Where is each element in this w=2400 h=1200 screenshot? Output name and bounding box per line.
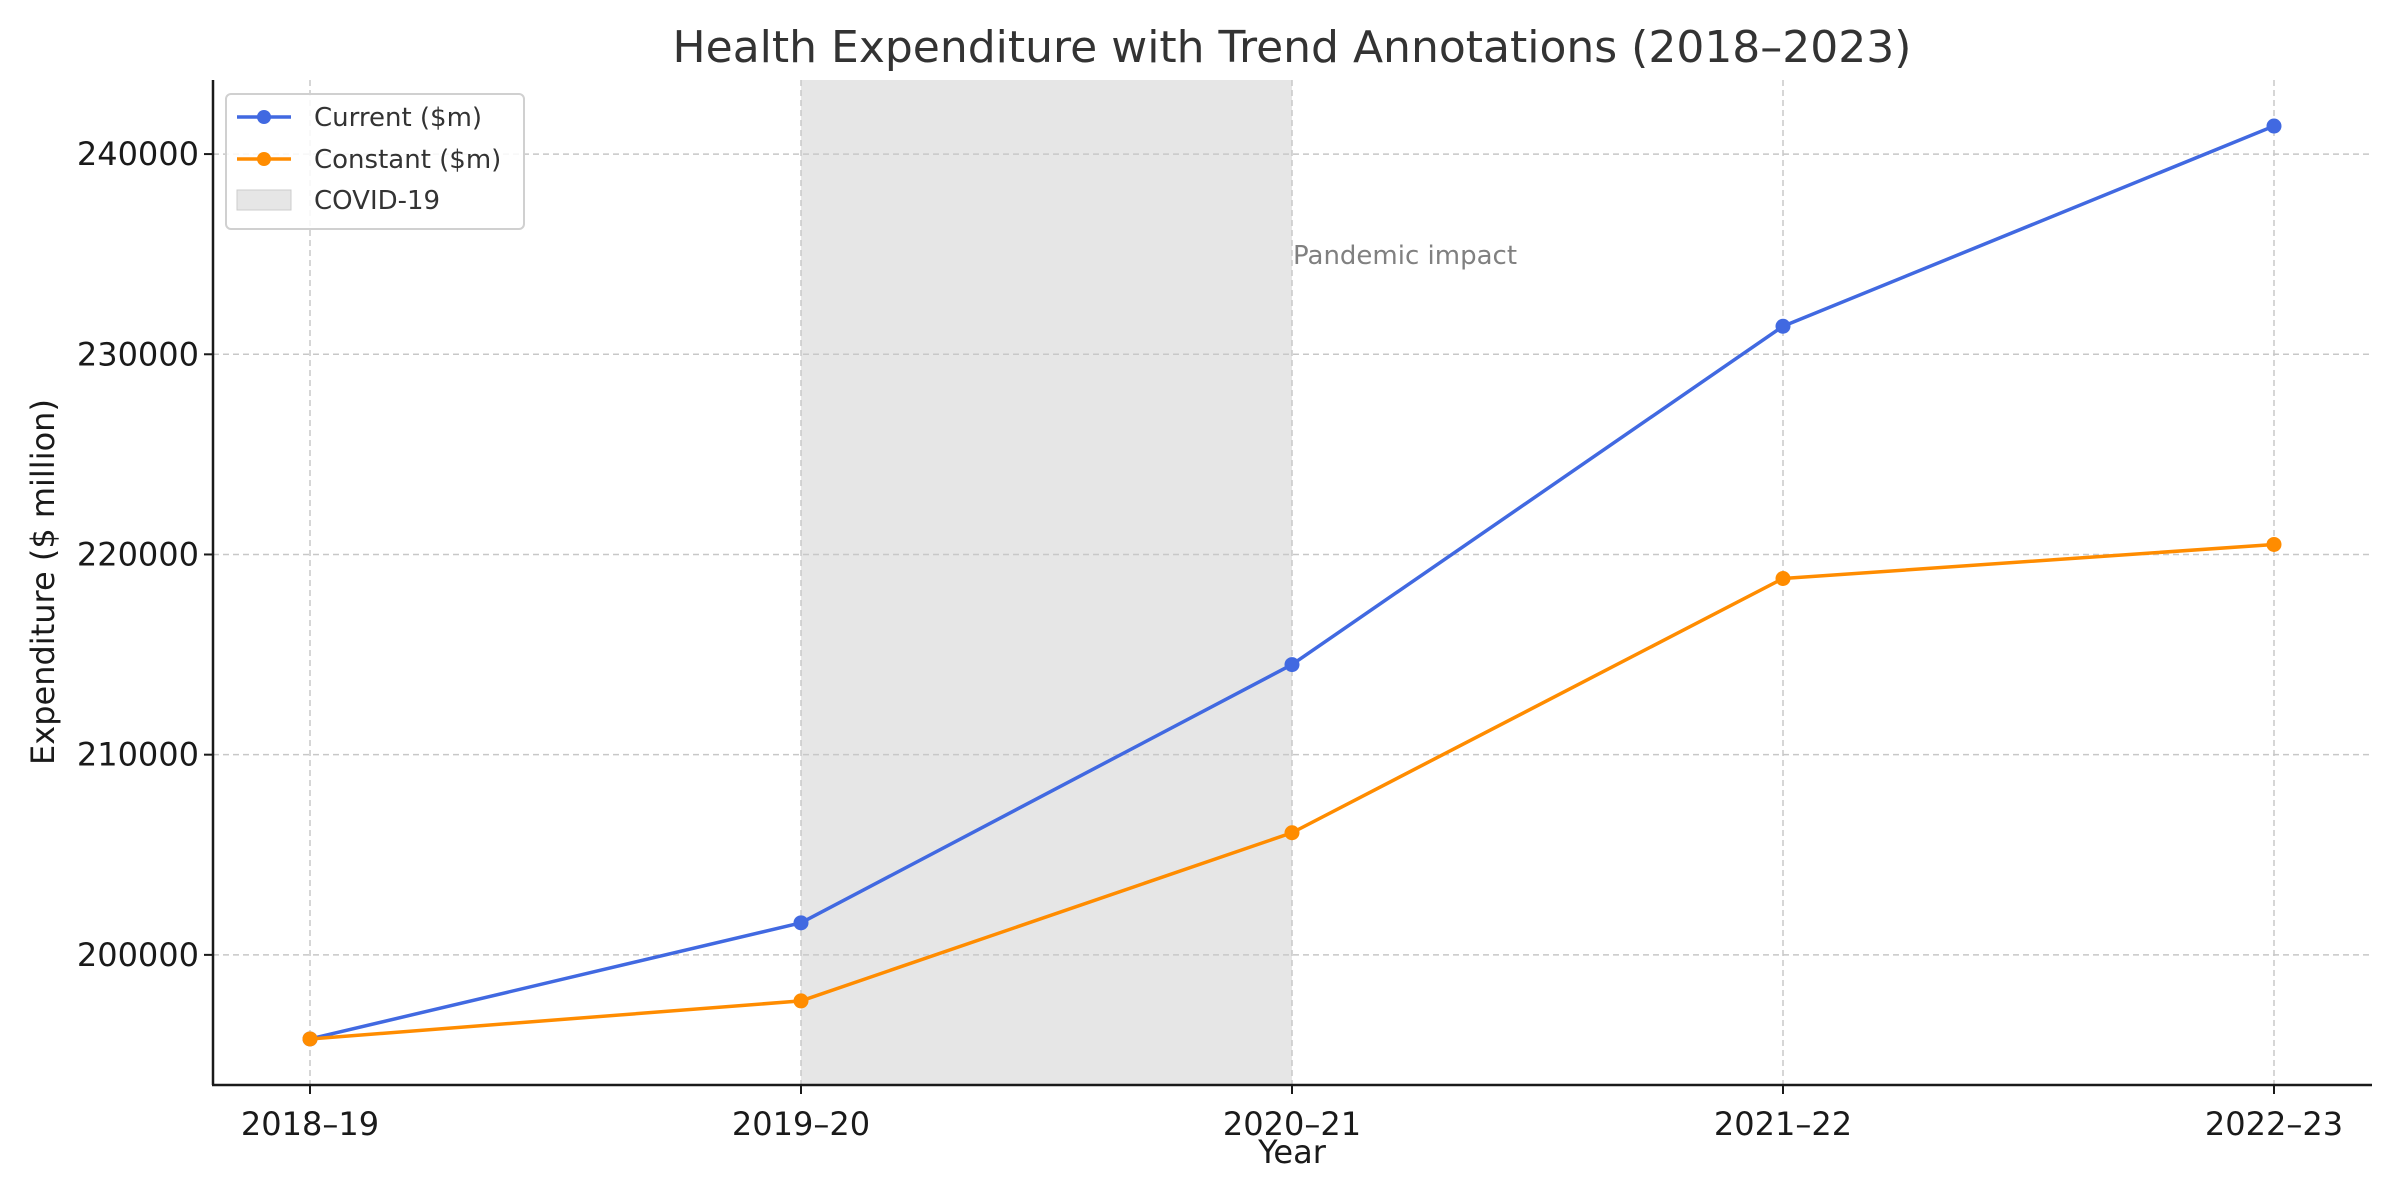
y-axis-label: Expenditure ($ million)	[24, 399, 62, 765]
y-tick-label: 200000	[77, 936, 199, 974]
annotation-pandemic-impact: Pandemic impact	[1293, 241, 1517, 271]
data-point-constant-m	[2266, 536, 2282, 552]
data-point-constant-m	[302, 1031, 318, 1047]
x-tick-label: 2018–19	[241, 1105, 379, 1143]
legend-current-marker	[257, 110, 271, 124]
x-tick-label: 2020–21	[1223, 1105, 1361, 1143]
data-point-current-m	[1284, 657, 1300, 673]
chart-title: Health Expenditure with Trend Annotation…	[673, 22, 1912, 73]
y-tick-label: 210000	[77, 736, 199, 774]
legend-constant-marker	[257, 152, 271, 166]
y-tick-label: 240000	[77, 135, 199, 173]
covid-shaded-region	[801, 80, 1292, 1085]
data-point-current-m	[1775, 318, 1791, 334]
legend-covid-swatch	[236, 189, 292, 211]
x-tick-label: 2019–20	[732, 1105, 870, 1143]
legend: Current ($m) Constant ($m) COVID-19	[225, 93, 525, 230]
legend-frame	[225, 93, 525, 230]
x-tick-label: 2022–23	[2205, 1105, 2343, 1143]
y-tick-label: 220000	[77, 535, 199, 573]
data-point-constant-m	[1284, 825, 1300, 841]
legend-current-label: Current ($m)	[314, 103, 482, 133]
data-point-constant-m	[1775, 570, 1791, 586]
legend-constant-label: Constant ($m)	[314, 145, 501, 175]
data-point-constant-m	[793, 993, 809, 1009]
x-axis-label: Year	[1257, 1133, 1327, 1171]
y-tick-label: 230000	[77, 335, 199, 373]
legend-covid-label: COVID-19	[314, 186, 440, 216]
data-point-current-m	[793, 915, 809, 931]
data-point-current-m	[2266, 118, 2282, 134]
x-tick-label: 2021–22	[1714, 1105, 1852, 1143]
